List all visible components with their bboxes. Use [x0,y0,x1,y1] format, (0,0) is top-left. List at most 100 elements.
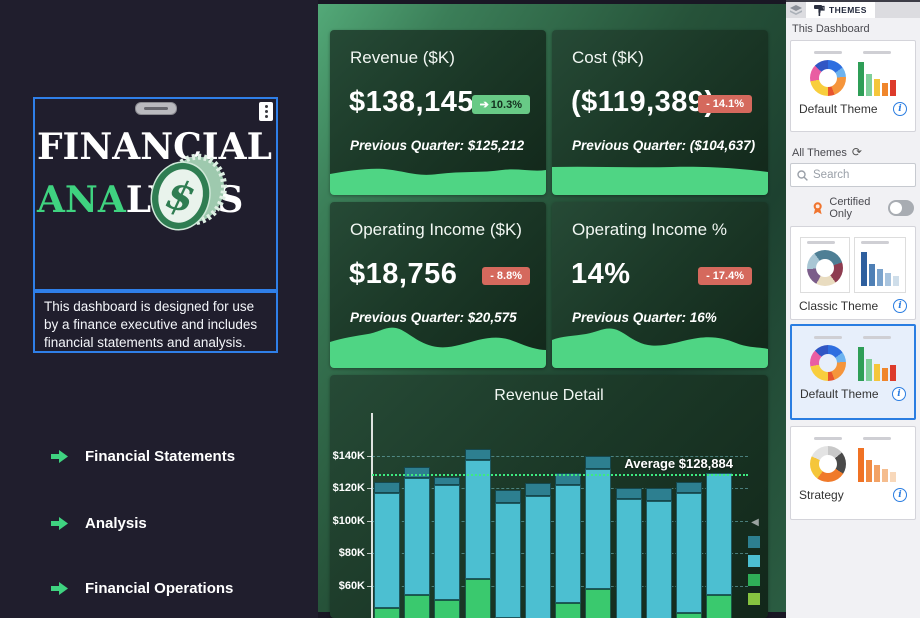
certified-badge-icon [812,201,823,216]
layers-icon [790,5,802,16]
kpi-value: 14% [571,258,631,291]
legend-swatch[interactable] [748,574,760,586]
kpi-title: Operating Income % [572,220,727,240]
bar-segment-middle-segment-cyan[interactable] [616,499,642,618]
kpi-value: $138,145 [349,86,474,119]
up-arrow-icon: ➔ [480,99,489,111]
bar-segment-bottom-segment-green[interactable] [555,603,581,618]
theme-card-classic[interactable]: Classic Theme i [790,226,916,320]
bar-segment-middle-segment-cyan[interactable] [374,493,400,608]
info-icon[interactable]: i [893,488,907,502]
legend-swatch[interactable] [748,536,760,548]
kpi-value: ($119,389) [571,86,715,119]
bar-segment-bottom-segment-green[interactable] [585,589,611,618]
kpi-previous: Previous Quarter: $20,575 [350,310,517,325]
kpi-card-operating-income-pct[interactable]: Operating Income % 14% - 17.4% Previous … [552,202,768,368]
bar-segment-bottom-segment-green[interactable] [465,579,491,618]
tab-themes-label: THEMES [829,5,867,15]
tab-layers[interactable] [786,2,806,18]
tab-themes[interactable]: THEMES [806,2,875,18]
theme-preview [791,427,915,482]
info-icon[interactable]: i [893,102,907,116]
theme-name: Classic Theme [799,299,878,313]
kpi-title: Revenue ($K) [350,48,455,68]
bar-segment-bottom-segment-green[interactable] [676,613,702,618]
bar-segment-bottom-segment-green[interactable] [404,595,430,618]
theme-card-strategy[interactable]: Strategy i [790,426,916,520]
bar-segment-middle-segment-cyan[interactable] [465,460,491,579]
bar-segment-top-segment-teal[interactable] [525,483,551,496]
refresh-icon[interactable]: ⟳ [852,145,862,159]
kpi-card-cost[interactable]: Cost ($K) ($119,389) - 14.1% Previous Qu… [552,30,768,195]
bar-segment-middle-segment-cyan[interactable] [525,496,551,618]
bar-segment-top-segment-teal[interactable] [374,482,400,493]
chart-title: Revenue Detail [330,387,768,405]
paint-roller-icon [814,5,825,16]
bar-chart-thumb-icon [858,60,896,96]
donut-chart-thumb-icon [810,446,846,482]
legend-collapse-icon[interactable]: ◀ [748,517,762,529]
y-axis-tick-label: $100K [330,515,365,527]
kpi-card-revenue[interactable]: Revenue ($K) $138,145 ➔10.3% Previous Qu… [330,30,546,195]
y-axis-tick-label: $140K [330,450,365,462]
sparkline-area [330,324,546,368]
kpi-previous: Previous Quarter: ($104,637) [572,138,755,153]
bar-segment-middle-segment-cyan[interactable] [646,501,672,618]
bar-segment-top-segment-teal[interactable] [585,456,611,469]
theme-search [790,163,916,187]
y-axis-tick-label: $120K [330,482,365,494]
drag-handle[interactable] [135,102,177,115]
bar-segment-middle-segment-cyan[interactable] [706,473,732,595]
bar-segment-top-segment-teal[interactable] [404,467,430,478]
bar-segment-top-segment-teal[interactable] [495,490,521,503]
info-icon[interactable]: i [893,299,907,313]
search-input[interactable] [813,169,903,181]
sparkline-area [330,161,546,195]
kpi-title: Cost ($K) [572,48,644,68]
kebab-menu-icon[interactable] [259,102,273,121]
bar-segment-top-segment-teal[interactable] [616,488,642,499]
y-axis-tick-label: $80K [330,547,365,559]
bar-segment-top-segment-teal[interactable] [465,449,491,460]
bar-segment-middle-segment-cyan[interactable] [404,478,430,595]
bar-segment-middle-segment-cyan[interactable] [495,503,521,618]
chart-plot-area: $140K$120K$100K$80K$60KAverage $128,884 [372,413,748,618]
sidebar-item-analysis[interactable]: Analysis [50,511,147,535]
arrow-right-icon [50,448,69,465]
bar-segment-bottom-segment-green[interactable] [374,608,400,618]
bar-segment-top-segment-teal[interactable] [434,477,460,485]
arrow-right-icon [50,580,69,597]
sidebar-item-financial-statements[interactable]: Financial Statements [50,444,235,468]
bar-segment-middle-segment-cyan[interactable] [434,485,460,600]
certified-only-toggle[interactable] [888,200,914,216]
bar-segment-bottom-segment-green[interactable] [434,600,460,618]
kpi-card-operating-income[interactable]: Operating Income ($K) $18,756 - 8.8% Pre… [330,202,546,368]
this-dashboard-label: This Dashboard [792,23,870,35]
current-theme-card[interactable]: Default Theme i [790,40,916,132]
dashboard-canvas: Revenue ($K) $138,145 ➔10.3% Previous Qu… [318,4,787,612]
legend-swatch[interactable] [748,555,760,567]
theme-card-default-selected[interactable]: Default Theme i [790,324,916,420]
theme-preview [791,227,915,293]
y-axis-tick-label: $60K [330,580,365,592]
bar-segment-middle-segment-cyan[interactable] [555,485,581,604]
legend-swatch[interactable] [748,593,760,605]
theme-preview [791,41,915,96]
bar-segment-top-segment-teal[interactable] [646,488,672,501]
bar-segment-middle-segment-cyan[interactable] [676,493,702,613]
bar-segment-top-segment-teal[interactable] [676,482,702,493]
bar-segment-middle-segment-cyan[interactable] [585,469,611,589]
current-theme-name: Default Theme [799,102,878,116]
arrow-right-icon [50,515,69,532]
donut-chart-thumb-icon [807,250,843,286]
y-axis-line [371,413,373,618]
revenue-detail-chart-card[interactable]: Revenue Detail $140K$120K$100K$80K$60KAv… [330,375,768,618]
sidebar-item-financial-operations[interactable]: Financial Operations [50,576,233,600]
certified-only-row: Certified Only [786,196,920,220]
kpi-previous: Previous Quarter: $125,212 [350,138,524,153]
average-reference-line [372,474,748,476]
donut-chart-thumb-icon [810,60,846,96]
info-icon[interactable]: i [892,387,906,401]
bar-segment-bottom-segment-green[interactable] [706,595,732,618]
logo-widget-selected[interactable]: FINANCIAL ANALYSIS $ [33,97,278,291]
